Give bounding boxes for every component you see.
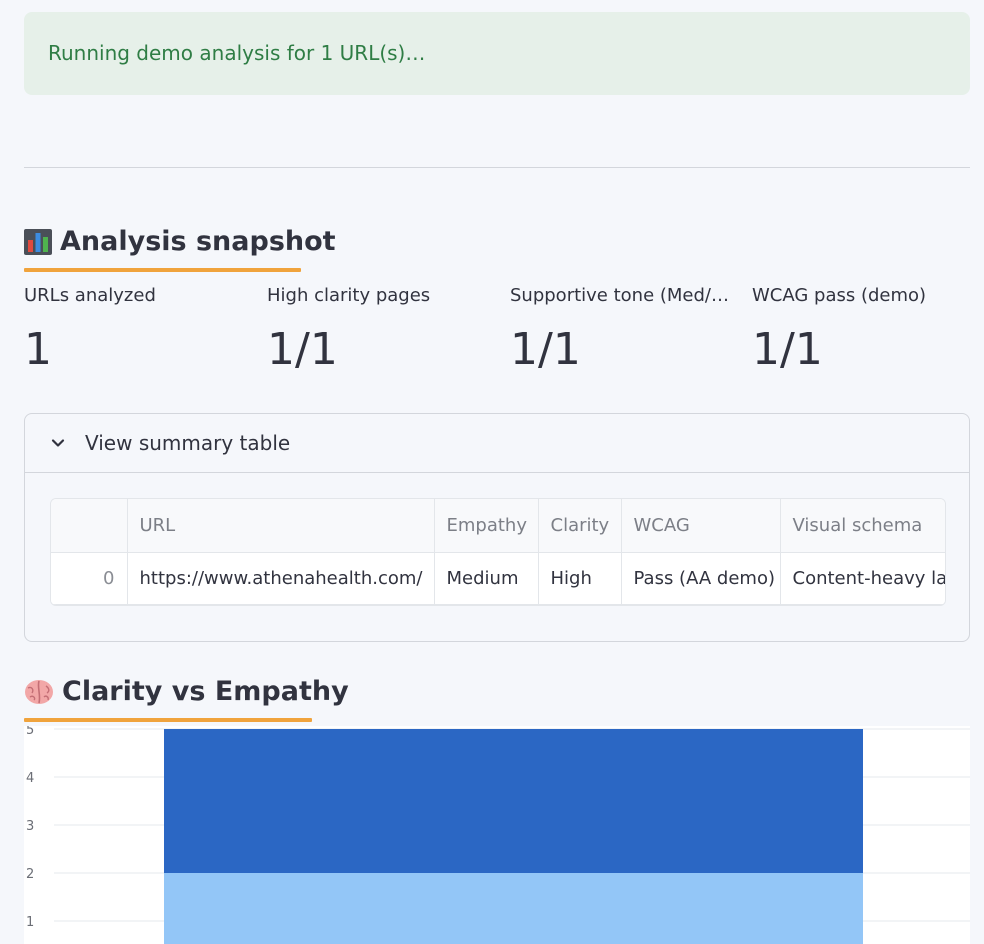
- metric-label: High clarity pages: [267, 285, 431, 306]
- bar-chart-icon: [24, 229, 52, 255]
- y-tick-label: 1: [26, 915, 34, 930]
- snapshot-title: Analysis snapshot: [60, 226, 336, 257]
- column-header-clarity[interactable]: Clarity: [538, 499, 622, 553]
- metric-label: WCAG pass (demo): [752, 285, 927, 306]
- column-header-visual-schema[interactable]: Visual schema: [780, 499, 945, 553]
- cell-clarity[interactable]: High: [538, 552, 622, 605]
- clarity-empathy-title: Clarity vs Empathy: [62, 676, 349, 707]
- y-tick-label: 5: [26, 726, 34, 738]
- table-header-row: URL Empathy Clarity WCAG Visual schema: [51, 499, 945, 553]
- clarity-empathy-chart: 1 2 3 4 5: [24, 726, 970, 944]
- y-tick-label: 3: [26, 819, 34, 834]
- status-message: Running demo analysis for 1 URL(s)…: [48, 41, 426, 65]
- metric-label: URLs analyzed: [24, 285, 156, 306]
- metric-value: 1/1: [510, 324, 581, 375]
- snapshot-heading-underline: [24, 268, 301, 272]
- bar-segment-0[interactable]: [164, 873, 863, 944]
- column-header-wcag[interactable]: WCAG: [621, 499, 781, 553]
- divider: [24, 167, 970, 168]
- metric-label: Supportive tone (Med/…: [510, 285, 729, 306]
- metric-value: 1/1: [267, 324, 338, 375]
- y-tick-label: 4: [26, 771, 34, 786]
- metric-wcag-pass: WCAG pass (demo) 1/1: [752, 285, 982, 376]
- column-header-empathy[interactable]: Empathy: [434, 499, 539, 553]
- summary-expander-toggle[interactable]: View summary table: [25, 414, 969, 473]
- column-header-url[interactable]: URL: [127, 499, 435, 553]
- metric-value: 1: [24, 324, 52, 375]
- brain-icon: [24, 679, 54, 705]
- table-row: 0 https://www.athenahealth.com/ Medium H…: [51, 552, 945, 605]
- summary-expander-label: View summary table: [85, 431, 291, 455]
- status-alert: Running demo analysis for 1 URL(s)…: [24, 12, 970, 95]
- row-index[interactable]: 0: [51, 552, 128, 605]
- clarity-empathy-heading: Clarity vs Empathy: [24, 675, 349, 709]
- summary-table: URL Empathy Clarity WCAG Visual schema 0…: [51, 499, 945, 605]
- cell-url[interactable]: https://www.athenahealth.com/: [127, 552, 435, 605]
- bar-segment-1[interactable]: [164, 729, 863, 873]
- chart-svg: 1 2 3 4 5: [26, 726, 970, 944]
- clarity-empathy-heading-underline: [24, 718, 312, 722]
- cell-visual-schema[interactable]: Content-heavy lay: [780, 552, 945, 605]
- metric-supportive-tone: Supportive tone (Med/… 1/1: [510, 285, 740, 376]
- column-header-index[interactable]: [51, 499, 128, 553]
- cell-empathy[interactable]: Medium: [434, 552, 539, 605]
- metric-urls-analyzed: URLs analyzed 1: [24, 285, 254, 376]
- summary-table-container[interactable]: URL Empathy Clarity WCAG Visual schema 0…: [50, 498, 946, 606]
- y-tick-label: 2: [26, 867, 34, 882]
- snapshot-heading: Analysis snapshot: [24, 225, 336, 259]
- summary-expander: View summary table URL Empathy: [24, 413, 970, 642]
- metric-value: 1/1: [752, 324, 823, 375]
- metric-high-clarity: High clarity pages 1/1: [267, 285, 497, 376]
- chevron-down-icon: [51, 439, 65, 447]
- cell-wcag[interactable]: Pass (AA demo): [621, 552, 781, 605]
